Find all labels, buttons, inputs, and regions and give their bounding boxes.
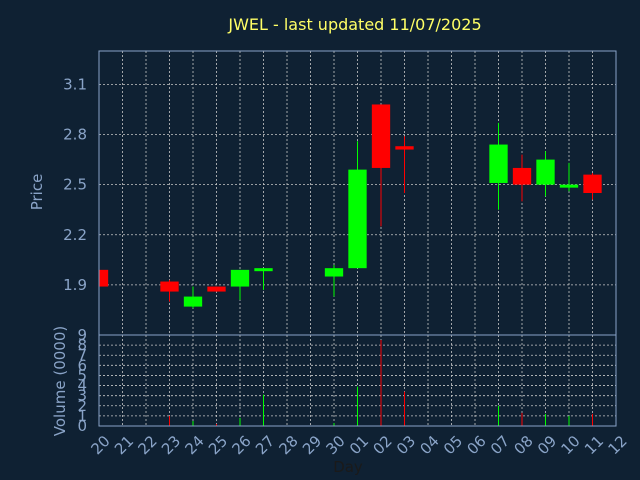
volume-tick-label: 3 — [77, 387, 87, 405]
volume-tick-label: 2 — [77, 397, 87, 415]
volume-tick-label: 6 — [77, 356, 87, 374]
volume-tick-label: 7 — [77, 346, 87, 364]
volume-tick-label: 8 — [77, 336, 87, 354]
price-tick-labels: 1.9 2.2 2.5 2.8 3.1 — [63, 75, 87, 293]
candle-body — [99, 269, 109, 287]
candle-body — [160, 281, 179, 292]
candle-body — [583, 174, 602, 193]
candle-body — [230, 269, 250, 287]
volume-bars — [98, 340, 593, 426]
chart-title: JWEL - last updated 11/07/2025 — [227, 15, 481, 34]
volume-panel-frame — [98, 334, 617, 427]
y-axis-label: Price — [28, 174, 46, 211]
volume-tick-label: 0 — [77, 417, 87, 435]
price-tick-label: 1.9 — [63, 276, 87, 294]
price-tick-label: 2.5 — [63, 176, 87, 194]
price-tick-label: 2.2 — [63, 226, 87, 244]
volume-tick-label: 5 — [77, 366, 87, 384]
x-axis-label: Day — [333, 458, 363, 476]
candle-body — [371, 104, 391, 168]
candles — [98, 104, 602, 309]
x-tick-labels: 2021222324252627282930010203040506070809… — [88, 432, 631, 458]
candle-body — [489, 144, 508, 183]
candle-body — [183, 296, 203, 307]
candle-body — [536, 159, 555, 185]
candle-body — [254, 268, 273, 272]
volume-axis-label: Volume (0000) — [51, 326, 69, 436]
candle-body — [207, 286, 226, 292]
volume-tick-label: 4 — [77, 377, 87, 395]
volume-tick-label: 1 — [77, 407, 87, 425]
price-tick-label: 3.1 — [63, 75, 87, 93]
candle-body — [395, 146, 414, 150]
candle-body — [348, 169, 367, 269]
candle-body — [512, 167, 532, 185]
price-tick-label: 2.8 — [63, 126, 87, 144]
candle-body — [559, 184, 579, 188]
candle-body — [324, 268, 344, 277]
volume-tick-label: 9 — [77, 326, 87, 344]
